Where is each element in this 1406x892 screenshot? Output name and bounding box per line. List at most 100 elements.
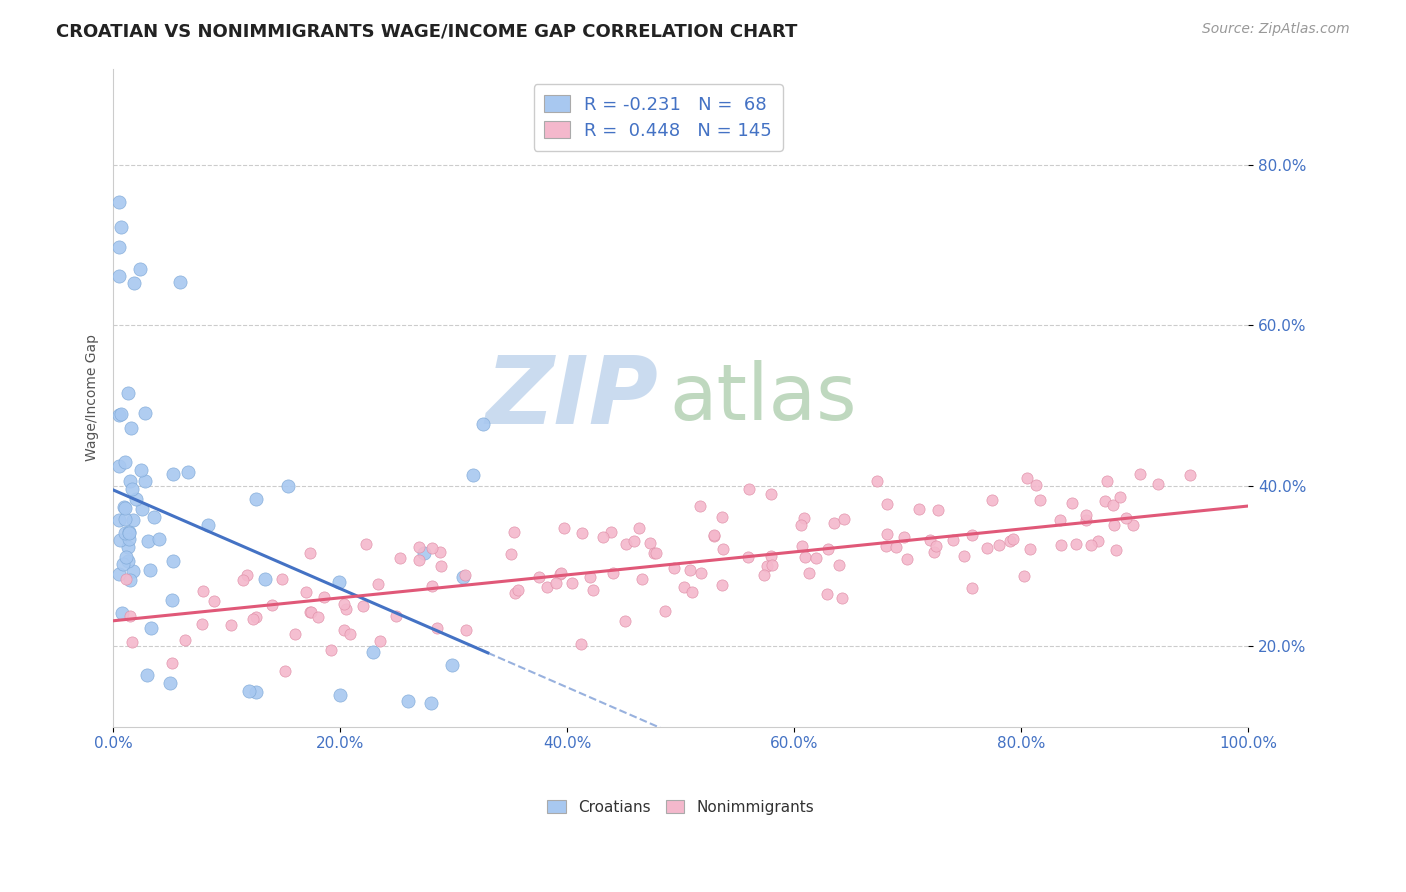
Point — [232, 573, 254, 587]
Point — [112, 500, 135, 514]
Legend: Croatians, Nonimmigrants: Croatians, Nonimmigrants — [541, 794, 820, 821]
Point — [922, 545, 945, 559]
Point — [1102, 518, 1125, 533]
Point — [108, 408, 131, 422]
Point — [672, 580, 695, 594]
Point — [245, 610, 267, 624]
Point — [108, 513, 131, 527]
Point — [129, 463, 152, 477]
Point — [1094, 493, 1116, 508]
Point — [761, 486, 783, 500]
Point — [356, 537, 378, 551]
Point — [262, 598, 284, 612]
Point — [1015, 470, 1038, 484]
Point — [134, 406, 156, 420]
Point — [614, 614, 637, 628]
Point — [114, 511, 136, 525]
Point — [117, 540, 139, 554]
Point — [136, 667, 159, 681]
Point — [129, 261, 152, 276]
Point — [238, 683, 260, 698]
Point — [831, 591, 853, 605]
Point — [408, 541, 430, 555]
Point — [118, 609, 141, 624]
Point — [1104, 542, 1126, 557]
Point — [389, 550, 412, 565]
Point — [1001, 532, 1024, 546]
Point — [614, 537, 637, 551]
Point — [553, 521, 575, 535]
Point — [274, 664, 297, 678]
Point — [426, 621, 449, 635]
Point — [110, 407, 132, 421]
Point — [1147, 477, 1170, 491]
Point — [623, 533, 645, 548]
Text: CROATIAN VS NONIMMIGRANTS WAGE/INCOME GAP CORRELATION CHART: CROATIAN VS NONIMMIGRANTS WAGE/INCOME GA… — [56, 22, 797, 40]
Point — [136, 533, 159, 548]
Point — [602, 566, 624, 581]
Point — [817, 542, 839, 557]
Point — [761, 558, 783, 572]
Point — [875, 539, 897, 553]
Point — [703, 529, 725, 543]
Point — [664, 560, 686, 574]
Point — [121, 482, 143, 496]
Point — [689, 566, 711, 581]
Point — [797, 566, 820, 580]
Point — [737, 549, 759, 564]
Point — [536, 580, 558, 594]
Point — [284, 627, 307, 641]
Point — [139, 563, 162, 577]
Point — [631, 572, 654, 586]
Point — [117, 554, 139, 568]
Point — [834, 512, 856, 526]
Point — [221, 618, 243, 632]
Point — [1076, 513, 1098, 527]
Point — [314, 590, 336, 604]
Point — [1019, 542, 1042, 557]
Point — [162, 554, 184, 568]
Text: atlas: atlas — [669, 359, 856, 435]
Point — [111, 557, 134, 571]
Y-axis label: Wage/Income Gap: Wage/Income Gap — [86, 334, 100, 461]
Point — [1074, 508, 1097, 523]
Point — [582, 583, 605, 598]
Point — [1060, 496, 1083, 510]
Point — [804, 551, 827, 566]
Point — [160, 657, 183, 671]
Point — [173, 632, 195, 647]
Point — [1087, 534, 1109, 549]
Point — [866, 474, 889, 488]
Point — [1129, 467, 1152, 482]
Point — [927, 502, 949, 516]
Point — [114, 572, 136, 586]
Point — [546, 576, 568, 591]
Point — [896, 552, 918, 566]
Point — [204, 593, 226, 607]
Point — [191, 584, 214, 599]
Point — [908, 502, 931, 516]
Point — [1109, 490, 1132, 504]
Point — [440, 657, 463, 672]
Point — [561, 576, 583, 591]
Point — [499, 547, 522, 561]
Point — [245, 685, 267, 699]
Point — [790, 517, 813, 532]
Point — [131, 501, 153, 516]
Point — [335, 601, 357, 615]
Point — [299, 605, 322, 619]
Point — [328, 574, 350, 589]
Point — [162, 592, 184, 607]
Point — [118, 532, 141, 546]
Point — [738, 482, 761, 496]
Point — [120, 421, 142, 435]
Point — [111, 606, 134, 620]
Point — [681, 585, 703, 599]
Point — [408, 552, 430, 566]
Point — [118, 525, 141, 540]
Point — [361, 645, 384, 659]
Point — [640, 536, 662, 550]
Point — [1080, 538, 1102, 552]
Point — [759, 549, 782, 564]
Point — [508, 583, 530, 598]
